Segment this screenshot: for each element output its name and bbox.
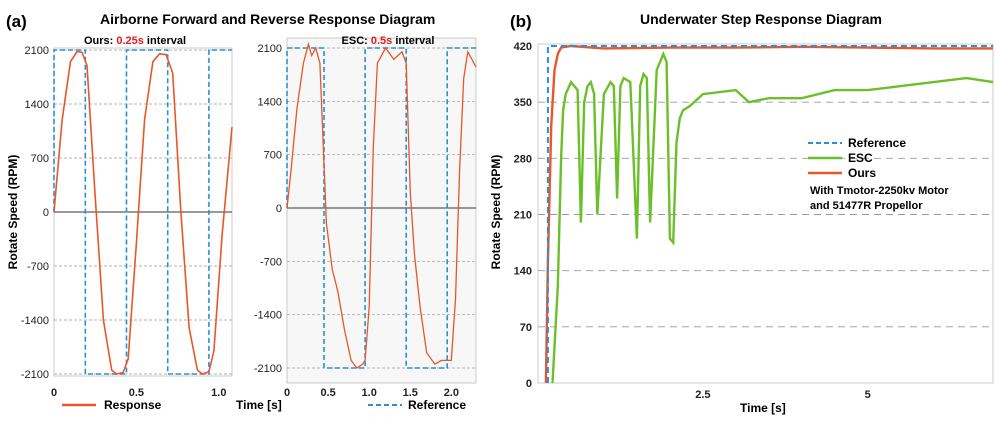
underwater-ours-line	[544, 44, 993, 384]
y-tick-label: 210	[514, 210, 532, 222]
ours-reference-line	[53, 49, 232, 375]
underwater-reference-line	[546, 45, 993, 383]
x-tick-label: 1.0	[211, 387, 226, 399]
panel-b-label: (b)	[510, 12, 532, 31]
esc-reference-line	[286, 47, 476, 369]
y-tick-label: -1400	[254, 310, 282, 322]
x-tick-label: 2.5	[695, 389, 710, 401]
legend-b-note-line1: With Tmotor-2250kv Motor	[810, 185, 949, 197]
subtitle-ours-value: 0.25s	[116, 35, 144, 47]
subplot-esc: 2100 1400 700 0 -700 -1400 -2100 0 0.5 1.0 1.5 2.0…	[254, 35, 477, 399]
subtitle-ours: Ours: 0.25s interval	[84, 35, 186, 47]
panel-b-xlabel: Time [s]	[740, 401, 786, 415]
y-tick-label: 700	[264, 150, 282, 162]
legend-b-reference-label: Reference	[848, 136, 906, 150]
y-tick-label: 1400	[258, 96, 282, 108]
x-tick-label: 2.0	[444, 387, 459, 399]
y-tick-label: 0	[526, 378, 532, 390]
x-tick-label: 1.0	[362, 387, 377, 399]
subtitle-esc-suffix: interval	[392, 35, 434, 47]
legend-b-note-line2: and 51477R Propellor	[810, 200, 923, 212]
legend-reference-label: Reference	[408, 398, 466, 412]
x-tick-label: 1.5	[403, 387, 418, 399]
underwater-esc-line	[551, 50, 994, 384]
legend-b-ours-label: Ours	[848, 166, 876, 180]
esc-response-line	[286, 41, 477, 369]
panel-a: (a) Airborne Forward and Reverse Respons…	[6, 11, 477, 412]
subtitle-esc: ESC: 0.5s interval	[342, 35, 435, 47]
y-tick-label: 140	[514, 266, 532, 278]
panel-b-legend: Reference ESC Ours With Tmotor-2250kv Mo…	[808, 136, 949, 212]
x-tick-label: 0.5	[320, 387, 335, 399]
subplot-ours: 2100 1400 700 0 -700 -1400 -2100 0 0.5 1.0 Ours:…	[21, 35, 233, 399]
y-tick-label: -2100	[21, 369, 49, 381]
y-tick-label: 280	[514, 153, 532, 165]
panel-a-ylabel: Rotate Speed (RPM)	[6, 155, 20, 270]
panel-a-title: Airborne Forward and Reverse Response Di…	[100, 11, 435, 27]
x-tick-label: 0	[51, 387, 57, 399]
x-tick-label: 5	[865, 389, 871, 401]
y-tick-label: 1400	[25, 99, 49, 111]
subplot-esc-frame	[286, 37, 477, 384]
panel-a-label: (a)	[6, 12, 27, 31]
panel-b-frame	[537, 43, 994, 384]
y-tick-label: 0	[43, 207, 49, 219]
panel-b-title: Underwater Step Response Diagram	[640, 11, 882, 27]
legend-b-esc-label: ESC	[848, 151, 873, 165]
y-tick-label: 350	[514, 97, 532, 109]
x-tick-label: 0	[284, 387, 290, 399]
y-tick-label: 70	[520, 322, 532, 334]
y-tick-label: 2100	[25, 45, 49, 57]
subtitle-esc-value: 0.5s	[371, 35, 392, 47]
x-tick-label: 0.5	[129, 387, 144, 399]
panel-b: (b) Underwater Step Response Diagram Rot…	[489, 11, 994, 415]
y-tick-label: -1400	[21, 315, 49, 327]
subtitle-esc-prefix: ESC:	[342, 35, 371, 47]
y-tick-label: -2100	[254, 363, 282, 375]
y-tick-label: 0	[276, 203, 282, 215]
y-tick-label: -700	[27, 261, 49, 273]
panel-b-ylabel: Rotate Speed (RPM)	[489, 155, 503, 270]
ours-response-line	[53, 50, 233, 375]
legend-response-label: Response	[104, 398, 162, 412]
panel-a-xlabel: Time [s]	[236, 398, 282, 412]
y-tick-label: 2100	[258, 43, 282, 55]
y-tick-label: -700	[260, 256, 282, 268]
subtitle-ours-suffix: interval	[144, 35, 186, 47]
y-tick-label: 700	[31, 153, 49, 165]
subtitle-ours-prefix: Ours:	[84, 35, 116, 47]
y-tick-label: 420	[514, 41, 532, 53]
